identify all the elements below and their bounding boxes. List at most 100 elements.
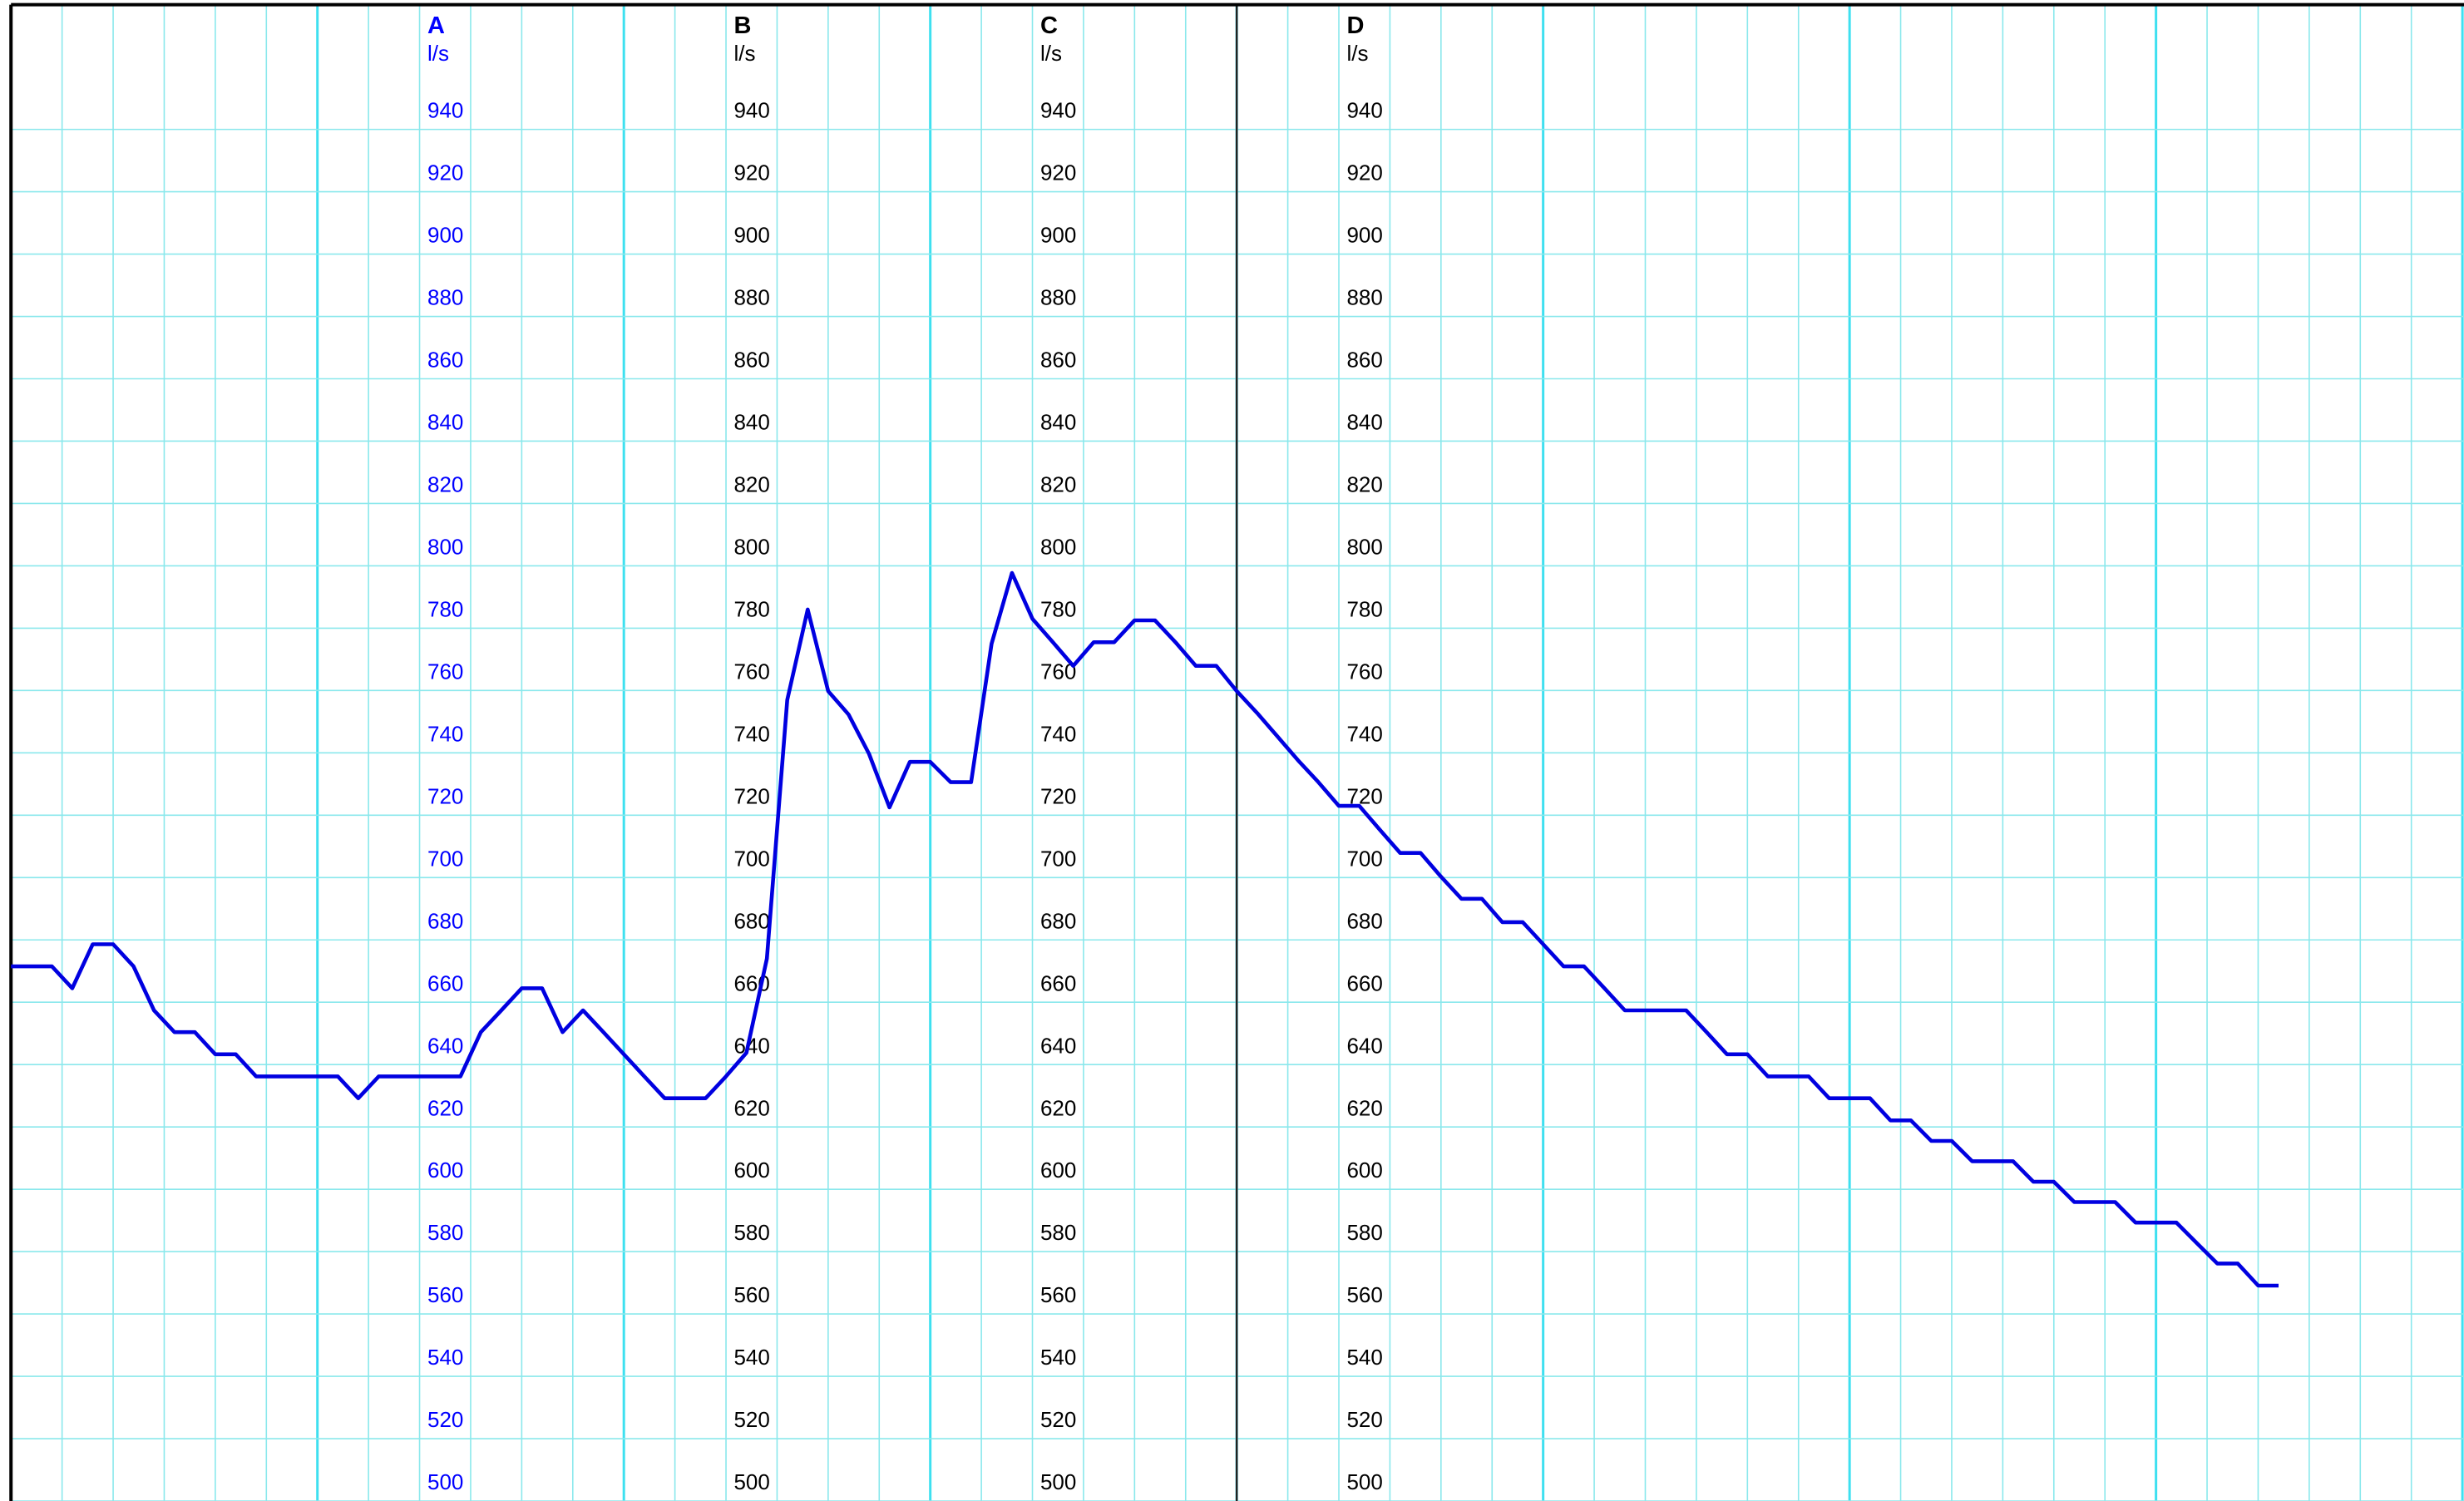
y-tick-label: 760 [427, 659, 463, 684]
y-tick-label: 800 [1040, 535, 1076, 560]
y-tick-label: 620 [733, 1095, 769, 1120]
y-tick-label: 840 [1040, 410, 1076, 435]
y-tick-label: 680 [1040, 908, 1076, 933]
y-tick-label: 520 [733, 1407, 769, 1432]
y-tick-label: 860 [1346, 348, 1382, 373]
y-tick-label: 940 [427, 98, 463, 123]
y-tick-label: 900 [733, 223, 769, 248]
y-tick-label: 620 [1040, 1095, 1076, 1120]
axes: Al/s 500 520 540 560 580 600 620 640 660 680 700 720… [427, 12, 1383, 1494]
axis-name: A [427, 12, 445, 39]
y-tick-label: 920 [427, 160, 463, 185]
y-tick-label: 620 [1346, 1095, 1382, 1120]
axis-name: B [733, 12, 751, 39]
y-tick-label: 860 [427, 348, 463, 373]
y-tick-label: 900 [427, 223, 463, 248]
y-tick-label: 580 [1346, 1220, 1382, 1245]
y-tick-label: 740 [733, 721, 769, 746]
y-tick-label: 540 [1346, 1345, 1382, 1370]
y-tick-label: 920 [1040, 160, 1076, 185]
y-tick-label: 580 [733, 1220, 769, 1245]
y-tick-label: 600 [733, 1158, 769, 1183]
y-tick-label: 660 [1346, 970, 1382, 995]
y-tick-label: 520 [1040, 1407, 1076, 1432]
y-tick-label: 500 [1346, 1469, 1382, 1494]
y-tick-label: 820 [733, 472, 769, 497]
y-tick-label: 880 [1346, 285, 1382, 310]
data-line [11, 570, 2279, 1288]
y-tick-label: 540 [427, 1345, 463, 1370]
axis-unit: l/s [427, 41, 449, 66]
axis-name: D [1346, 12, 1364, 39]
y-tick-label: 680 [733, 908, 769, 933]
y-tick-label: 920 [733, 160, 769, 185]
y-tick-label: 880 [733, 285, 769, 310]
y-tick-label: 760 [1346, 659, 1382, 684]
y-tick-label: 740 [1040, 721, 1076, 746]
y-tick-label: 640 [427, 1033, 463, 1058]
y-tick-label: 660 [427, 970, 463, 995]
y-tick-label: 800 [1346, 535, 1382, 560]
y-tick-label: 900 [1346, 223, 1382, 248]
axis-unit: l/s [1040, 41, 1062, 66]
axis-unit: l/s [1346, 41, 1368, 66]
y-tick-label: 780 [427, 596, 463, 621]
y-tick-label: 940 [733, 98, 769, 123]
y-tick-label: 660 [1040, 970, 1076, 995]
y-tick-label: 500 [733, 1469, 769, 1494]
y-tick-label: 840 [733, 410, 769, 435]
y-tick-label: 680 [427, 908, 463, 933]
y-tick-label: 720 [427, 783, 463, 808]
y-tick-label: 600 [1346, 1158, 1382, 1183]
y-tick-label: 920 [1346, 160, 1382, 185]
y-tick-label: 940 [1040, 98, 1076, 123]
y-tick-label: 540 [733, 1345, 769, 1370]
y-tick-label: 560 [427, 1282, 463, 1307]
y-tick-label: 720 [1040, 783, 1076, 808]
axis-unit: l/s [733, 41, 755, 66]
y-tick-label: 820 [1040, 472, 1076, 497]
y-tick-label: 740 [427, 721, 463, 746]
plot-area [11, 570, 2279, 1288]
y-tick-label: 700 [1346, 846, 1382, 871]
y-tick-label: 540 [1040, 1345, 1076, 1370]
y-tick-label: 700 [1040, 846, 1076, 871]
y-tick-label: 620 [427, 1095, 463, 1120]
y-tick-label: 880 [1040, 285, 1076, 310]
y-tick-label: 840 [427, 410, 463, 435]
y-tick-label: 840 [1346, 410, 1382, 435]
y-tick-label: 640 [1040, 1033, 1076, 1058]
y-tick-label: 860 [1040, 348, 1076, 373]
y-tick-label: 560 [1346, 1282, 1382, 1307]
y-tick-label: 580 [1040, 1220, 1076, 1245]
y-tick-label: 600 [1040, 1158, 1076, 1183]
y-tick-label: 760 [733, 659, 769, 684]
y-tick-label: 520 [427, 1407, 463, 1432]
y-tick-label: 640 [1346, 1033, 1382, 1058]
y-tick-label: 820 [427, 472, 463, 497]
y-tick-label: 500 [1040, 1469, 1076, 1494]
y-tick-label: 680 [1346, 908, 1382, 933]
y-tick-label: 700 [733, 846, 769, 871]
axis-name: C [1040, 12, 1058, 39]
y-tick-label: 880 [427, 285, 463, 310]
y-tick-label: 740 [1346, 721, 1382, 746]
y-tick-label: 500 [427, 1469, 463, 1494]
y-tick-label: 640 [733, 1033, 769, 1058]
y-tick-label: 780 [1040, 596, 1076, 621]
y-tick-label: 860 [733, 348, 769, 373]
y-tick-label: 800 [427, 535, 463, 560]
y-tick-label: 720 [733, 783, 769, 808]
y-tick-label: 700 [427, 846, 463, 871]
y-tick-label: 580 [427, 1220, 463, 1245]
y-tick-label: 600 [427, 1158, 463, 1183]
grid [9, 2, 2464, 1501]
y-tick-label: 900 [1040, 223, 1076, 248]
y-tick-label: 780 [733, 596, 769, 621]
y-tick-label: 560 [1040, 1282, 1076, 1307]
y-tick-label: 560 [733, 1282, 769, 1307]
y-tick-label: 800 [733, 535, 769, 560]
y-tick-label: 520 [1346, 1407, 1382, 1432]
